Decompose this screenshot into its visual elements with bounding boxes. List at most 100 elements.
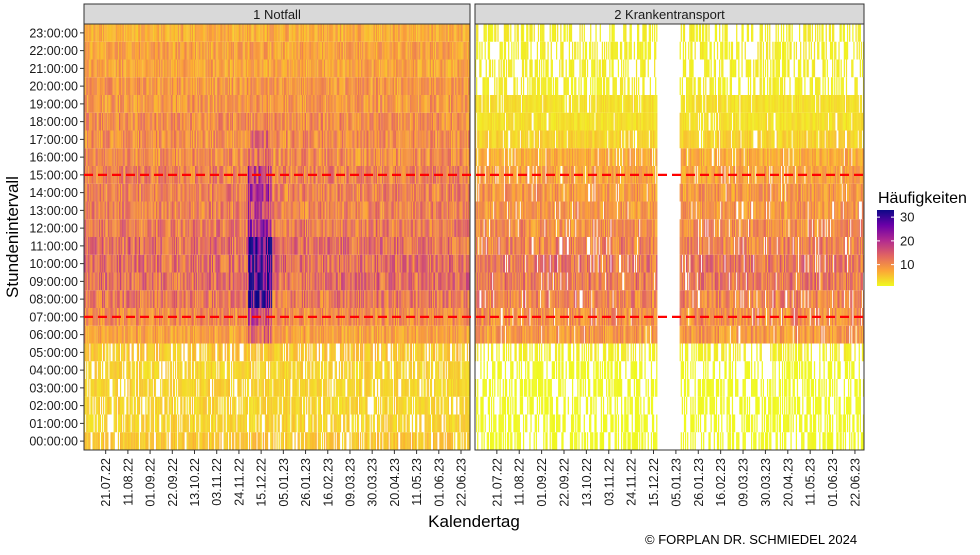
heatmap-cell <box>114 237 116 255</box>
heatmap-cell <box>309 325 311 344</box>
heatmap-cell <box>324 414 326 433</box>
heatmap-cell <box>407 325 409 344</box>
heatmap-cell <box>390 183 392 202</box>
heatmap-cell <box>384 183 386 202</box>
heatmap-cell <box>196 290 198 308</box>
heatmap-cell <box>163 219 165 237</box>
heatmap-cell <box>260 361 262 379</box>
heatmap-cell <box>290 237 292 255</box>
heatmap-cell <box>147 272 149 291</box>
heatmap-cell <box>366 237 368 255</box>
heatmap-cell <box>306 237 308 255</box>
heatmap-cell <box>122 183 124 202</box>
heatmap-cell <box>350 290 352 308</box>
heatmap-cell <box>246 379 249 397</box>
heatmap-cell <box>225 272 227 291</box>
heatmap-cell <box>242 396 244 415</box>
heatmap-cell <box>248 414 251 433</box>
heatmap-cell <box>98 432 101 450</box>
heatmap-cell <box>329 201 331 220</box>
heatmap-cell <box>390 308 392 326</box>
heatmap-cell <box>290 325 292 344</box>
heatmap-cell <box>209 201 212 220</box>
heatmap-cell <box>222 290 224 308</box>
heatmap-cell <box>285 432 288 450</box>
heatmap-cell <box>308 219 310 237</box>
heatmap-cell <box>402 254 404 273</box>
heatmap-cell <box>362 219 364 237</box>
heatmap-cell <box>380 272 382 291</box>
heatmap-cell <box>296 361 298 379</box>
heatmap-cell <box>204 325 206 344</box>
heatmap-cell <box>290 361 292 379</box>
heatmap-cell <box>340 290 343 308</box>
heatmap-cell <box>96 219 98 237</box>
heatmap-cell <box>99 379 102 397</box>
heatmap-cell <box>426 396 428 415</box>
heatmap-cell <box>376 219 379 237</box>
heatmap-cell <box>183 379 185 397</box>
heatmap-cell <box>399 290 401 308</box>
heatmap-cell <box>317 396 319 415</box>
heatmap-cell <box>99 219 102 237</box>
heatmap-cell <box>436 254 438 273</box>
heatmap-cell <box>226 396 228 415</box>
heatmap-cell <box>277 414 279 433</box>
heatmap-cell <box>386 183 388 202</box>
heatmap-cell <box>369 237 371 255</box>
heatmap-cell <box>291 183 293 202</box>
heatmap-cell <box>345 325 347 344</box>
heatmap-cell <box>96 254 98 273</box>
heatmap-cell <box>180 254 182 273</box>
heatmap-cell <box>195 254 197 273</box>
heatmap-cell <box>193 254 196 273</box>
heatmap-cell <box>168 396 170 415</box>
heatmap-cell <box>270 361 272 379</box>
heatmap-cell <box>328 325 330 344</box>
heatmap-cell <box>395 325 398 344</box>
heatmap-cell <box>243 361 245 379</box>
heatmap-cell <box>362 396 364 415</box>
heatmap-cell <box>210 343 213 362</box>
heatmap-cell <box>337 201 340 220</box>
heatmap-cell <box>85 343 87 362</box>
heatmap-cell <box>106 325 108 344</box>
heatmap-cell <box>241 219 243 237</box>
heatmap-cell <box>263 237 265 255</box>
heatmap-cell <box>196 201 198 220</box>
heatmap-cell <box>255 396 257 415</box>
heatmap-cell <box>209 254 212 273</box>
heatmap-cell <box>438 343 440 362</box>
heatmap-cell <box>363 414 365 433</box>
heatmap-cell <box>288 361 290 379</box>
heatmap-cell <box>200 325 202 344</box>
heatmap-cell <box>132 432 134 450</box>
heatmap-cell <box>189 237 191 255</box>
heatmap-cell <box>366 219 368 237</box>
heatmap-cell <box>224 183 226 202</box>
heatmap-cell <box>443 237 445 255</box>
heatmap-cell <box>342 183 344 202</box>
heatmap-cell <box>193 343 196 362</box>
heatmap-cell <box>200 183 202 202</box>
heatmap-cell <box>329 272 331 291</box>
heatmap-cell <box>122 325 124 344</box>
heatmap-cell <box>411 432 414 450</box>
heatmap-cell <box>380 201 382 220</box>
heatmap-cell <box>317 219 319 237</box>
heatmap-cell <box>159 272 161 291</box>
heatmap-cell <box>406 379 408 397</box>
heatmap-cell <box>204 396 206 415</box>
heatmap-cell <box>155 432 158 450</box>
heatmap-cell <box>222 325 224 344</box>
heatmap-cell <box>443 201 445 220</box>
heatmap-cell <box>460 272 462 291</box>
heatmap-cell <box>202 432 204 450</box>
heatmap-cell <box>97 379 99 397</box>
heatmap-cell <box>255 201 257 220</box>
heatmap-cell <box>293 361 295 379</box>
heatmap-cell <box>301 183 304 202</box>
heatmap-cell <box>187 290 189 308</box>
heatmap-cell <box>430 237 433 255</box>
heatmap-cell <box>149 237 151 255</box>
